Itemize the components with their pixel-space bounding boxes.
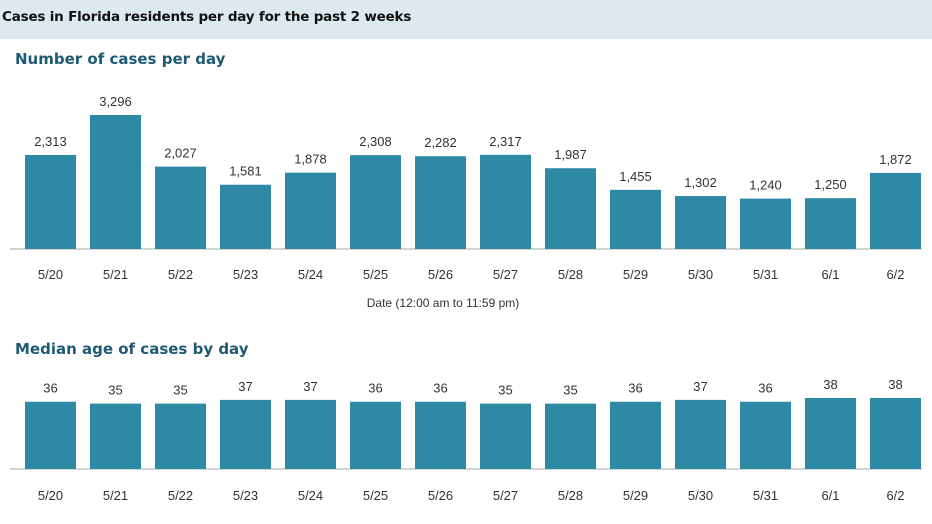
median-age-x-tick-label: 5/31	[753, 488, 778, 503]
cases-x-tick-label: 5/29	[623, 267, 648, 282]
cases-value-label: 2,308	[359, 134, 392, 149]
median-age-bar-5-22	[155, 403, 206, 469]
cases-x-tick-label: 5/22	[168, 267, 193, 282]
cases-value-label: 1,302	[684, 175, 717, 190]
cases-x-tick-label: 5/30	[688, 267, 713, 282]
median-age-value-label: 38	[823, 377, 837, 392]
median-age-value-label: 37	[303, 379, 317, 394]
median-age-bar-5-28	[545, 403, 596, 469]
median-age-bar-5-26	[415, 401, 466, 469]
median-age-x-tick-label: 5/26	[428, 488, 453, 503]
median-age-value-label: 38	[888, 377, 902, 392]
median-age-value-label: 37	[693, 379, 707, 394]
median-age-chart-title: Median age of cases by day	[15, 340, 249, 358]
cases-bar-5-28	[545, 168, 596, 249]
median-age-bar-5-23	[220, 399, 271, 469]
median-age-x-tick-label: 5/20	[38, 488, 63, 503]
cases-value-label: 2,317	[489, 134, 522, 149]
median-age-x-tick-label: 5/27	[493, 488, 518, 503]
median-age-value-label: 37	[238, 379, 252, 394]
median-age-x-tick-label: 5/30	[688, 488, 713, 503]
median-age-bar-5-29	[610, 401, 661, 469]
cases-x-tick-label: 5/24	[298, 267, 323, 282]
cases-x-axis-label: Date (12:00 am to 11:59 pm)	[367, 296, 520, 310]
median-age-value-label: 36	[43, 381, 57, 396]
cases-x-tick-label: 5/27	[493, 267, 518, 282]
cases-bar-5-23	[220, 184, 271, 249]
median-age-value-label: 36	[368, 381, 382, 396]
cases-x-tick-label: 5/28	[558, 267, 583, 282]
median-age-x-tick-label: 5/22	[168, 488, 193, 503]
cases-bar-5-26	[415, 156, 466, 249]
median-age-bar-5-25	[350, 401, 401, 469]
median-age-x-tick-label: 5/28	[558, 488, 583, 503]
cases-value-label: 1,878	[294, 152, 327, 167]
median-age-x-tick-label: 5/24	[298, 488, 323, 503]
cases-bar-6-1	[805, 198, 856, 249]
median-age-x-tick-label: 5/21	[103, 488, 128, 503]
cases-value-label: 1,240	[749, 178, 782, 193]
cases-bar-5-25	[350, 155, 401, 249]
median-age-bar-6-2	[870, 398, 921, 469]
cases-bar-5-31	[740, 198, 791, 249]
cases-value-label: 3,296	[99, 94, 132, 109]
median-age-value-label: 35	[563, 383, 577, 398]
cases-value-label: 1,581	[229, 164, 262, 179]
median-age-bar-5-31	[740, 401, 791, 469]
median-age-bar-5-24	[285, 399, 336, 469]
cases-bar-5-20	[25, 154, 76, 249]
cases-x-tick-label: 6/1	[821, 267, 839, 282]
cases-x-tick-label: 6/2	[886, 267, 904, 282]
header-banner: Cases in Florida residents per day for t…	[0, 0, 932, 39]
cases-value-label: 2,282	[424, 135, 457, 150]
cases-bar-5-21	[90, 115, 141, 249]
median-age-x-tick-label: 5/25	[363, 488, 388, 503]
cases-bar-5-24	[285, 172, 336, 249]
cases-x-tick-label: 5/25	[363, 267, 388, 282]
median-age-value-label: 35	[173, 383, 187, 398]
median-age-bar-5-21	[90, 403, 141, 469]
cases-value-label: 2,313	[34, 134, 67, 149]
cases-x-tick-label: 5/26	[428, 267, 453, 282]
median-age-value-label: 36	[433, 381, 447, 396]
median-age-value-label: 35	[498, 383, 512, 398]
cases-bar-5-22	[155, 166, 206, 249]
cases-value-label: 1,872	[879, 152, 912, 167]
cases-bar-5-29	[610, 189, 661, 249]
cases-value-label: 1,250	[814, 177, 847, 192]
median-age-x-tick-label: 6/1	[821, 488, 839, 503]
cases-x-tick-label: 5/23	[233, 267, 258, 282]
cases-value-label: 2,027	[164, 146, 197, 161]
median-age-x-tick-label: 5/23	[233, 488, 258, 503]
cases-value-label: 1,987	[554, 147, 587, 162]
median-age-bar-6-1	[805, 398, 856, 469]
median-age-bar-5-20	[25, 401, 76, 469]
median-age-value-label: 35	[108, 383, 122, 398]
cases-value-label: 1,455	[619, 169, 652, 184]
median-age-x-tick-label: 5/29	[623, 488, 648, 503]
median-age-x-tick-label: 6/2	[886, 488, 904, 503]
page-title: Cases in Florida residents per day for t…	[2, 9, 412, 25]
cases-bar-5-27	[480, 154, 531, 249]
cases-x-tick-label: 5/31	[753, 267, 778, 282]
median-age-value-label: 36	[628, 381, 642, 396]
cases-chart-title: Number of cases per day	[15, 50, 226, 68]
median-age-value-label: 36	[758, 381, 772, 396]
cases-x-tick-label: 5/20	[38, 267, 63, 282]
cases-bar-6-2	[870, 172, 921, 249]
cases-bar-5-30	[675, 196, 726, 249]
median-age-bar-5-30	[675, 399, 726, 469]
cases-x-tick-label: 5/21	[103, 267, 128, 282]
median-age-bar-5-27	[480, 403, 531, 469]
